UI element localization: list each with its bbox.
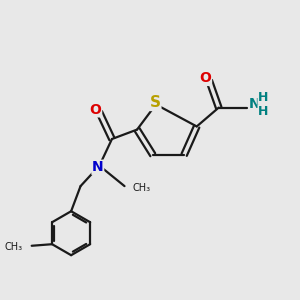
Text: N: N: [92, 160, 103, 174]
Text: CH₃: CH₃: [4, 242, 22, 252]
Text: H: H: [258, 105, 268, 118]
Text: H: H: [258, 91, 268, 104]
Text: O: O: [200, 71, 211, 85]
Text: CH₃: CH₃: [132, 183, 151, 193]
Text: S: S: [150, 95, 161, 110]
Text: O: O: [90, 103, 102, 117]
Text: N: N: [249, 98, 261, 112]
